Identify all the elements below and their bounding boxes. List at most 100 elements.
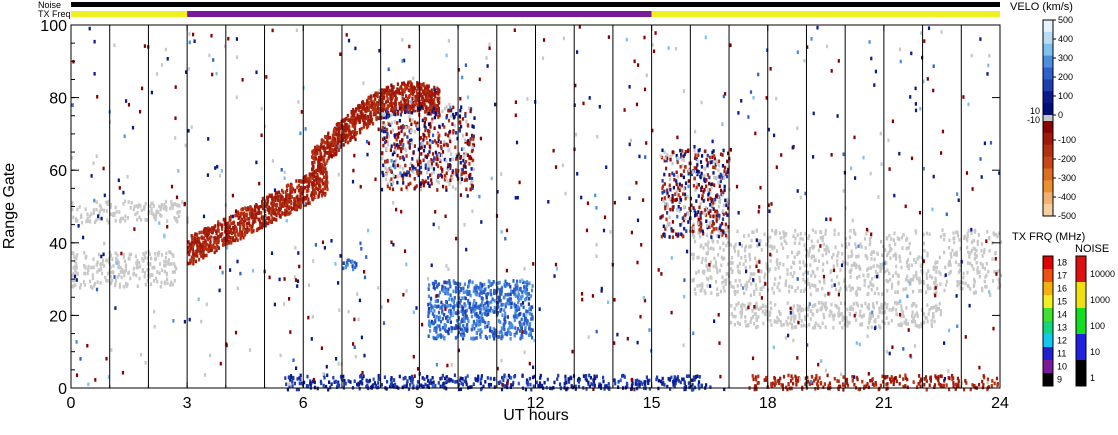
echo-cell bbox=[396, 180, 399, 185]
echo-cell bbox=[191, 237, 194, 241]
echo-cell bbox=[283, 203, 286, 208]
echo-cell bbox=[513, 333, 516, 338]
echo-cell bbox=[430, 381, 433, 385]
echo-cell bbox=[725, 272, 728, 276]
echo-cell bbox=[791, 250, 794, 255]
echo-cell bbox=[935, 266, 938, 270]
echo-cell bbox=[139, 218, 143, 222]
echo-cell bbox=[255, 215, 258, 220]
echo-cell bbox=[918, 281, 921, 285]
echo-cell bbox=[106, 202, 109, 206]
echo-cell bbox=[765, 242, 768, 247]
echo-cell bbox=[734, 279, 737, 283]
echo-cell bbox=[531, 315, 534, 319]
echo-cell bbox=[96, 280, 99, 284]
echo-cell bbox=[431, 93, 435, 97]
echo-cell bbox=[475, 301, 478, 306]
echo-cell bbox=[520, 317, 523, 322]
echo-cell bbox=[800, 307, 803, 311]
echo-cell bbox=[776, 262, 779, 266]
echo-cell bbox=[491, 309, 494, 313]
echo-cell bbox=[730, 312, 733, 316]
echo-cell bbox=[691, 278, 694, 283]
echo-cell bbox=[362, 106, 365, 111]
echo-cell bbox=[424, 166, 427, 170]
echo-cell bbox=[416, 159, 419, 163]
echo-cell bbox=[122, 252, 126, 257]
echo-cell bbox=[198, 247, 201, 251]
echo-cell bbox=[275, 213, 278, 218]
echo-cell bbox=[447, 329, 450, 334]
echo-cell bbox=[298, 381, 301, 386]
echo-cell bbox=[774, 379, 777, 384]
echo-cell bbox=[123, 259, 126, 263]
echo-cell bbox=[437, 115, 440, 119]
echo-cell bbox=[789, 317, 793, 321]
echo-cell bbox=[462, 315, 465, 320]
echo-cell bbox=[528, 322, 532, 326]
echo-cell bbox=[464, 296, 467, 301]
echo-cell bbox=[171, 270, 175, 274]
echo-cell bbox=[466, 292, 469, 296]
echo-cell bbox=[997, 277, 1000, 282]
echo-cell bbox=[110, 281, 113, 285]
echo-cell bbox=[823, 315, 826, 320]
echo-cell bbox=[923, 377, 926, 381]
echo-cell bbox=[354, 109, 358, 113]
echo-cell bbox=[316, 151, 319, 156]
echo-cell bbox=[274, 212, 277, 216]
echo-cell bbox=[966, 238, 969, 243]
echo-cell bbox=[451, 298, 454, 303]
echo-cell bbox=[521, 333, 524, 337]
echo-cell bbox=[219, 232, 222, 237]
echo-cell bbox=[261, 200, 264, 204]
echo-cell bbox=[973, 277, 976, 282]
echo-cell bbox=[693, 378, 696, 382]
echo-cell bbox=[603, 384, 607, 388]
echo-cell bbox=[374, 105, 377, 109]
echo-cell bbox=[97, 268, 100, 272]
echo-cell bbox=[777, 378, 780, 383]
echo-cell bbox=[329, 142, 332, 147]
echo-cell bbox=[683, 381, 686, 385]
echo-cell bbox=[474, 289, 477, 294]
echo-cell bbox=[773, 245, 776, 250]
echo-cell bbox=[395, 143, 398, 148]
echo-cell bbox=[884, 375, 887, 379]
echo-cell bbox=[931, 315, 934, 319]
echo-cell bbox=[217, 226, 220, 230]
echo-cell bbox=[794, 378, 798, 383]
echo-cell bbox=[841, 315, 844, 320]
echo-cell bbox=[431, 281, 434, 286]
tx-freq-segment bbox=[71, 11, 188, 17]
echo-cell bbox=[427, 314, 430, 319]
echo-cell bbox=[503, 374, 506, 379]
echo-cell bbox=[319, 151, 323, 156]
echo-cell bbox=[519, 279, 522, 284]
echo-cell bbox=[267, 221, 270, 226]
echo-cell bbox=[468, 301, 472, 306]
echo-cell bbox=[454, 286, 457, 290]
echo-cell bbox=[577, 384, 581, 389]
echo-cell bbox=[868, 242, 871, 247]
echo-cell bbox=[406, 106, 409, 110]
echo-cell bbox=[427, 164, 430, 168]
echo-cell bbox=[755, 228, 758, 232]
echo-cell bbox=[497, 300, 500, 305]
echo-cell bbox=[744, 259, 747, 263]
echo-cell bbox=[466, 323, 469, 327]
echo-cell bbox=[996, 234, 999, 239]
echo-cell bbox=[324, 170, 327, 174]
echo-cell bbox=[449, 129, 452, 134]
echo-cell bbox=[383, 375, 386, 379]
echo-cell bbox=[209, 248, 212, 253]
echo-cell bbox=[870, 288, 873, 292]
echo-cell bbox=[470, 327, 473, 332]
echo-cell bbox=[427, 385, 430, 389]
echo-cell bbox=[325, 161, 328, 165]
echo-cell bbox=[917, 382, 920, 386]
echo-cell bbox=[669, 387, 672, 391]
echo-cell bbox=[380, 128, 383, 133]
echo-cell bbox=[945, 279, 949, 284]
echo-cell bbox=[756, 325, 759, 329]
